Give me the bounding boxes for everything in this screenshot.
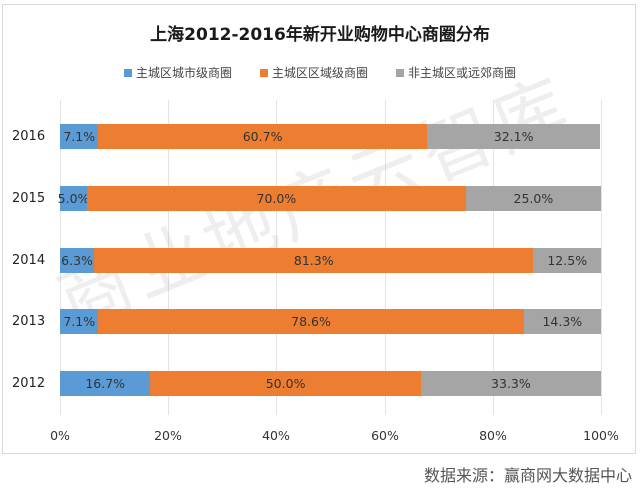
legend-label: 主城区区域级商圈 bbox=[271, 66, 368, 80]
bar-segment-suburban: 25.0% bbox=[465, 186, 601, 211]
x-tick: 60% bbox=[371, 428, 399, 443]
legend-item-suburban: 非主城区或远郊商圈 bbox=[396, 64, 516, 81]
bar-segment-city-level: 6.3% bbox=[60, 248, 95, 273]
chart-title: 上海2012-2016年新开业购物中心商圈分布 bbox=[150, 25, 490, 45]
bar-segment-district-level: 81.3% bbox=[94, 248, 534, 273]
y-label: 2014 bbox=[12, 253, 46, 268]
y-label: 2012 bbox=[12, 376, 46, 391]
data-source-note: 数据来源：赢商网大数据中心 bbox=[423, 466, 632, 485]
legend-swatch-blue bbox=[123, 68, 132, 77]
bar-segment-suburban: 33.3% bbox=[420, 371, 601, 396]
bar-segment-city-level: 7.1% bbox=[60, 309, 99, 334]
bar-segment-city-level: 5.0% bbox=[58, 186, 89, 211]
chart-legend: 主城区城市级商圈 主城区区域级商圈 非主城区或远郊商圈 bbox=[0, 64, 640, 81]
gridline-100 bbox=[601, 100, 602, 415]
bar-segment-suburban: 12.5% bbox=[533, 248, 601, 273]
bar-segment-suburban: 32.1% bbox=[426, 124, 601, 149]
bar-segment-district-level: 78.6% bbox=[98, 309, 524, 334]
legend-label: 主城区城市级商圈 bbox=[135, 66, 232, 80]
x-tick: 80% bbox=[479, 428, 507, 443]
y-label: 2016 bbox=[12, 129, 46, 144]
bar-row: 7.1% 78.6% 14.3% bbox=[60, 309, 601, 334]
bar-segment-city-level: 16.7% bbox=[60, 371, 151, 396]
bar-row: 5.0% 70.0% 25.0% bbox=[58, 186, 601, 211]
bar-row: 6.3% 81.3% 12.5% bbox=[60, 248, 601, 273]
x-tick: 20% bbox=[154, 428, 182, 443]
x-tick: 100% bbox=[583, 428, 619, 443]
bar-segment-city-level: 7.1% bbox=[60, 124, 99, 149]
bar-row: 16.7% 50.0% 33.3% bbox=[60, 371, 601, 396]
y-label: 2015 bbox=[12, 191, 46, 206]
legend-swatch-gray bbox=[396, 68, 404, 77]
y-label: 2013 bbox=[12, 314, 46, 329]
x-tick: 40% bbox=[262, 428, 290, 443]
bar-segment-suburban: 14.3% bbox=[523, 309, 601, 334]
x-tick: 0% bbox=[50, 428, 70, 443]
bar-segment-district-level: 70.0% bbox=[87, 186, 466, 211]
legend-item-district-level: 主城区区域级商圈 bbox=[259, 64, 368, 81]
bar-segment-district-level: 60.7% bbox=[98, 124, 427, 149]
legend-swatch-orange bbox=[259, 68, 268, 77]
legend-item-city-level: 主城区城市级商圈 bbox=[123, 64, 232, 81]
legend-label: 非主城区或远郊商圈 bbox=[408, 66, 517, 80]
bar-row: 7.1% 60.7% 32.1% bbox=[60, 124, 601, 149]
bar-segment-district-level: 50.0% bbox=[150, 371, 421, 396]
